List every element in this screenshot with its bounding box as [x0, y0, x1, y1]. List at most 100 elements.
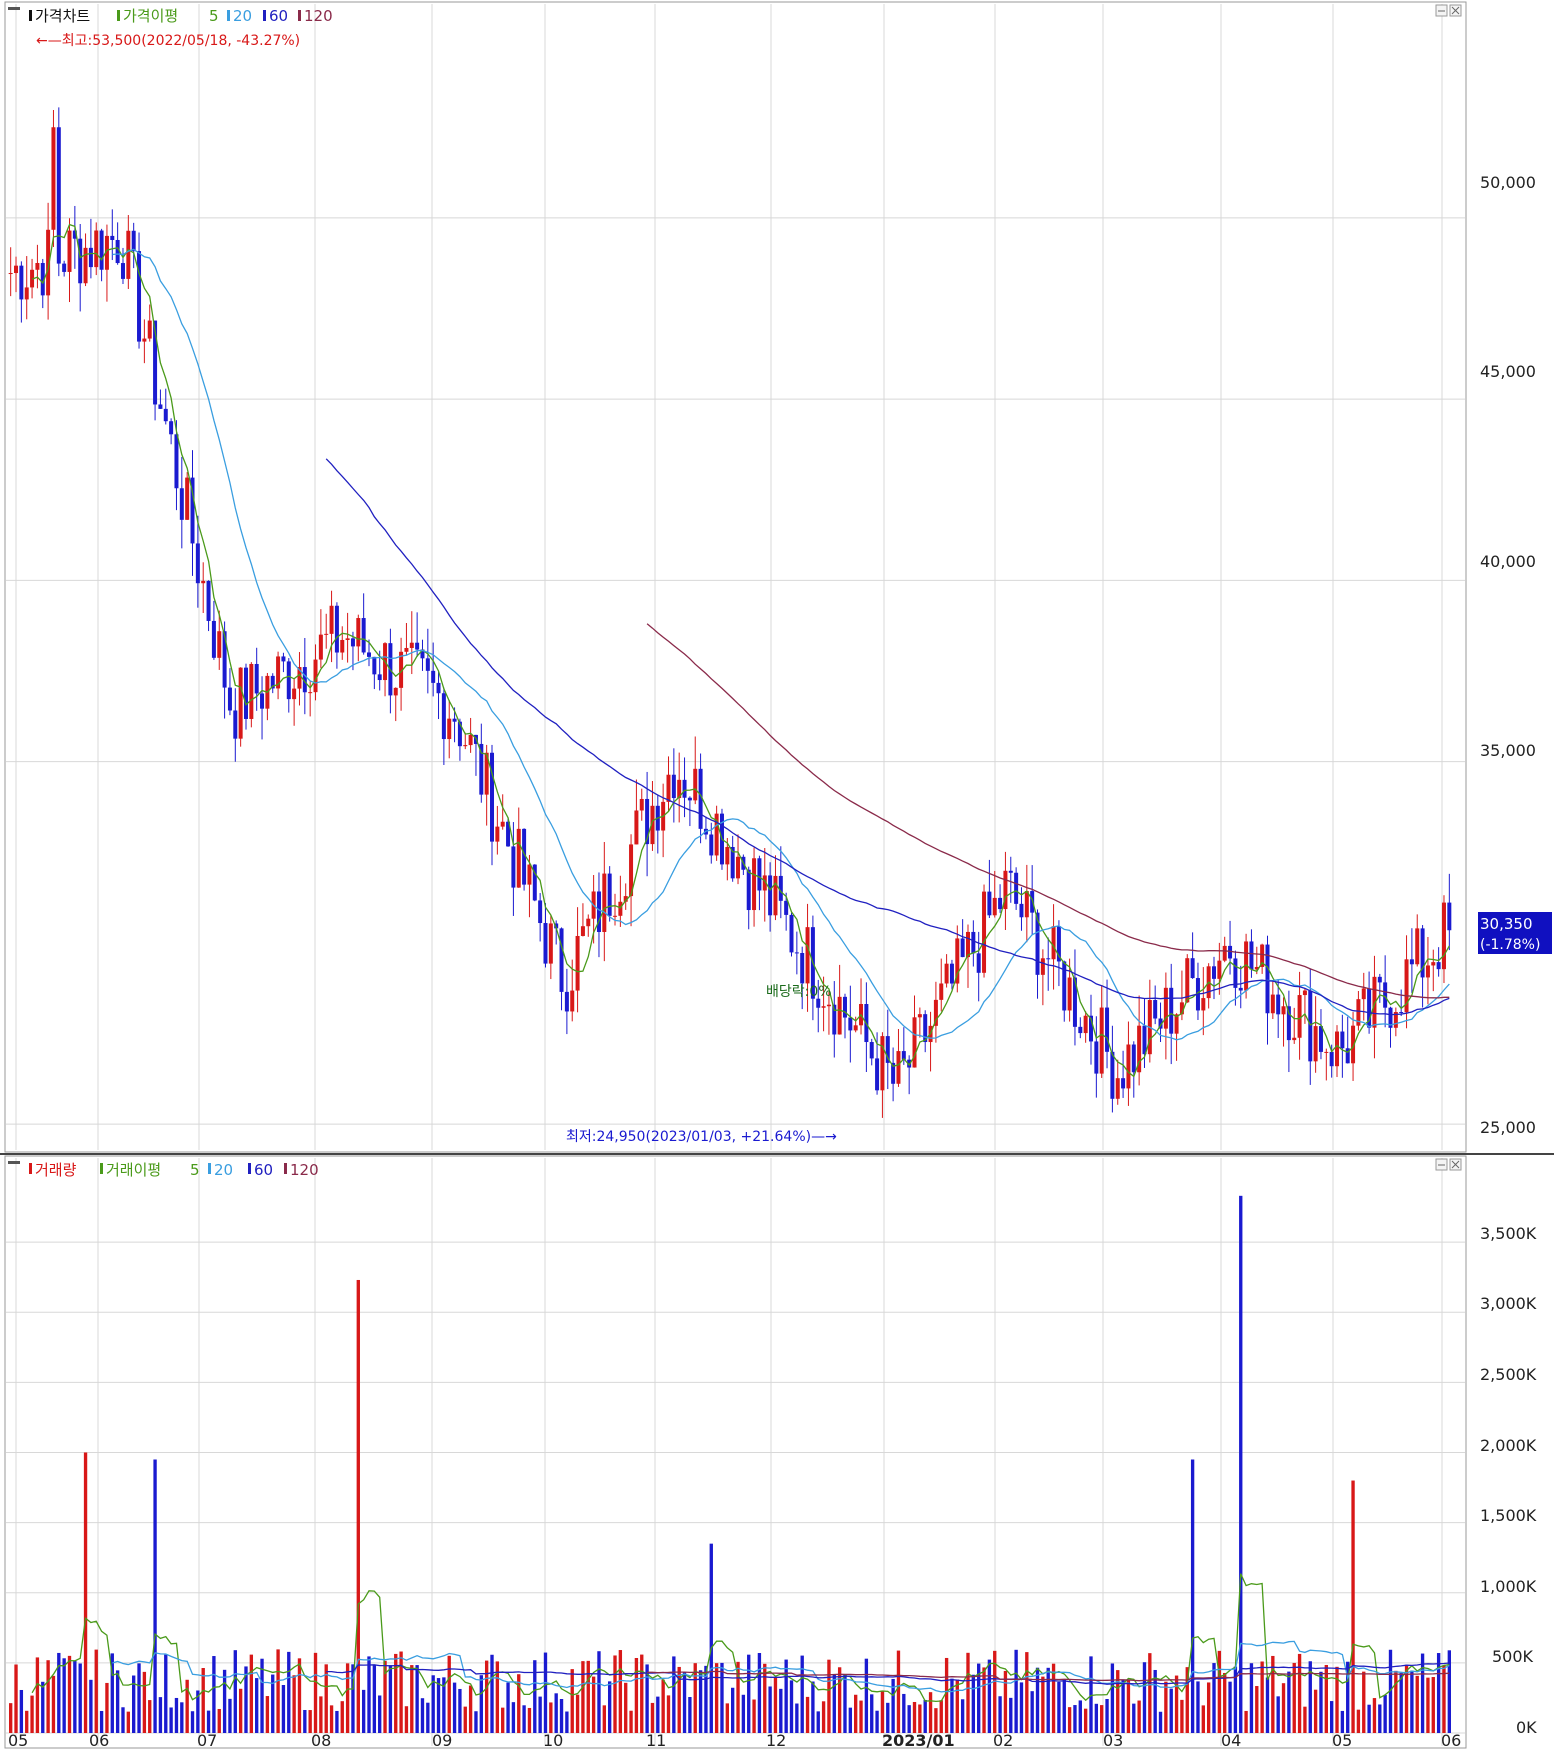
price-candle-body	[495, 826, 500, 842]
price-candle-body	[880, 1036, 885, 1091]
volume-bar	[142, 1671, 147, 1733]
volume-ma20-legend-marker	[208, 1163, 211, 1174]
price-ma60-label: 60	[269, 7, 288, 25]
price-candle-body	[468, 734, 473, 746]
volume-bar	[907, 1705, 911, 1733]
volume-bar	[1201, 1705, 1205, 1733]
volume-bar	[1346, 1661, 1350, 1733]
volume-panel-controls	[1435, 1158, 1462, 1171]
volume-bar	[1014, 1649, 1018, 1733]
volume-bar	[575, 1694, 580, 1733]
price-panel-frame	[4, 1, 1467, 1153]
price-candle-body	[1126, 1044, 1131, 1089]
volume-bar	[78, 1663, 82, 1733]
price-candle-body	[1169, 987, 1174, 1034]
price-candle-body	[217, 631, 222, 658]
price-candle-body	[1367, 988, 1372, 1028]
volume-bar	[987, 1659, 992, 1733]
x-tick: 08	[311, 1731, 331, 1750]
volume-bar	[1399, 1673, 1403, 1733]
price-candle-body	[682, 779, 687, 798]
volume-ma-line	[647, 1670, 1450, 1682]
volume-bar	[1158, 1711, 1163, 1733]
volume-panel-handle[interactable]	[8, 1161, 20, 1164]
price-candle-body	[67, 230, 72, 272]
price-candle-body	[842, 996, 847, 1018]
volume-bar	[1351, 1480, 1355, 1733]
price-candle-body	[270, 675, 275, 689]
x-tick: 03	[1103, 1731, 1123, 1750]
price-y-tick: 25,000	[1480, 1118, 1536, 1137]
price-candle-body	[1179, 1002, 1184, 1015]
volume-bar	[148, 1700, 152, 1733]
price-panel-handle[interactable]	[8, 7, 20, 10]
price-candle-body	[564, 991, 569, 1012]
volume-bar	[939, 1700, 943, 1733]
price-candle-body	[971, 931, 976, 954]
volume-bar	[196, 1690, 200, 1733]
price-candle-body	[1308, 990, 1313, 1062]
volume-bar	[1410, 1670, 1414, 1733]
price-candle-body	[463, 745, 468, 747]
volume-bar	[1394, 1670, 1398, 1733]
price-candle-body	[126, 230, 131, 279]
volume-bar	[41, 1681, 45, 1733]
price-candle-body	[1441, 902, 1446, 970]
price-candle-body	[645, 798, 650, 845]
volume-bar	[1276, 1696, 1280, 1733]
price-candle-body	[965, 931, 970, 958]
volume-bar	[934, 1708, 938, 1733]
price-candle-body	[1008, 870, 1013, 873]
x-tick: 02	[993, 1731, 1013, 1750]
volume-bar	[977, 1663, 981, 1733]
price-candle-body	[1420, 928, 1425, 978]
price-candle-body	[1276, 994, 1281, 1015]
volume-ma120-label: 120	[290, 1161, 319, 1179]
volume-bar	[1051, 1663, 1056, 1733]
volume-bar	[1372, 1698, 1377, 1733]
volume-bar	[164, 1654, 168, 1733]
volume-bar	[1303, 1706, 1307, 1733]
volume-bar	[51, 1675, 56, 1733]
price-candle-body	[425, 658, 430, 671]
volume-bar	[404, 1706, 409, 1733]
volume-bar	[1019, 1682, 1024, 1733]
price-candle-body	[399, 651, 404, 688]
price-candle-body	[602, 873, 607, 932]
volume-bar	[351, 1664, 355, 1733]
price-ma-legend-label: 가격이평	[123, 7, 178, 25]
volume-bar	[527, 1707, 532, 1733]
volume-bar	[463, 1706, 467, 1733]
volume-bar	[1142, 1662, 1147, 1733]
volume-bar	[265, 1696, 270, 1733]
price-candle-body	[527, 864, 532, 885]
price-candle-body	[746, 869, 751, 911]
volume-bar	[559, 1698, 564, 1733]
volume-bar	[752, 1699, 756, 1733]
volume-bar	[886, 1702, 890, 1733]
price-candle-body	[484, 752, 489, 795]
price-candle-body	[1099, 1007, 1104, 1074]
price-candle-body	[730, 846, 735, 879]
price-candle-body	[1212, 966, 1217, 979]
price-candle-body	[1292, 1037, 1297, 1041]
volume-bar	[1196, 1681, 1200, 1733]
x-tick: 12	[766, 1731, 786, 1750]
volume-ma60-label: 60	[254, 1161, 273, 1179]
price-candle-body	[350, 638, 355, 647]
price-candle-body	[1415, 928, 1420, 965]
volume-bar	[447, 1655, 451, 1733]
price-candle-body	[773, 875, 778, 916]
price-candle-body	[372, 656, 377, 675]
price-candle-body	[420, 649, 425, 659]
volume-bar	[94, 1649, 98, 1733]
volume-bar	[666, 1695, 671, 1733]
price-candle-body	[361, 618, 366, 653]
volume-bar	[426, 1702, 430, 1733]
price-candle-body	[891, 1062, 896, 1084]
volume-bar	[795, 1703, 799, 1733]
price-candle-body	[832, 1004, 837, 1035]
volume-bar	[244, 1666, 248, 1733]
volume-bar	[1319, 1671, 1323, 1733]
price-candle-body	[195, 543, 200, 584]
